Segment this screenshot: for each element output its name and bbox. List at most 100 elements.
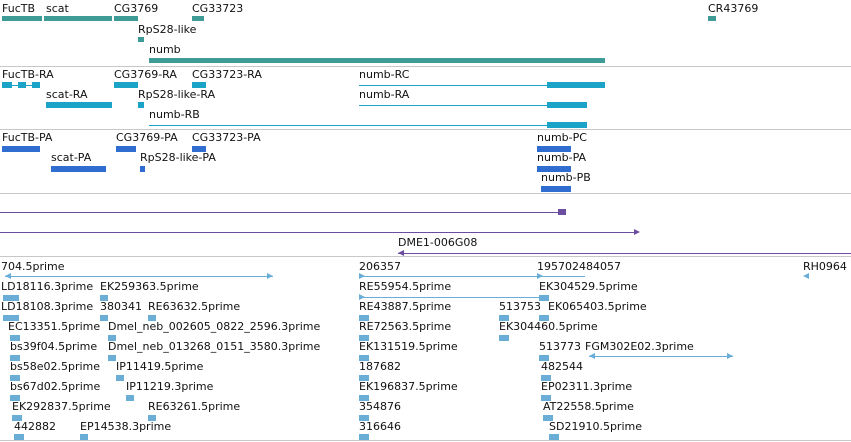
transcript-feature-scat-ra[interactable] [46,102,112,108]
gene-label-scat[interactable]: scat [46,2,69,15]
est-feature[interactable] [359,355,369,361]
gene-feature-rps28-like[interactable] [138,37,144,42]
est-label[interactable]: 513773 [539,340,581,353]
transcript-label-numb-rc[interactable]: numb-RC [359,68,410,81]
est-feature[interactable] [80,434,88,440]
est-feature[interactable] [148,415,156,421]
est-label[interactable]: EK196837.5prime [359,380,458,393]
est-label[interactable]: EK304529.5prime [539,280,638,293]
protein-feature-rps28-like-pa[interactable] [140,166,145,172]
contig-label-dme1-006g08[interactable]: DME1-006G08 [398,236,478,249]
protein-feature-cg33723-pa[interactable] [192,146,206,152]
est-label[interactable]: FGM302E02.3prime [585,340,694,353]
est-feature[interactable] [589,356,733,357]
est-label[interactable]: LD18116.3prime [1,280,94,293]
protein-feature-numb-pc[interactable] [537,146,571,152]
est-feature[interactable] [359,434,369,440]
gene-feature-numb[interactable] [149,58,605,63]
transcript-feature-rps28-like-ra[interactable] [138,102,144,108]
est-label[interactable]: 316646 [359,420,401,433]
gene-label-rps28-like[interactable]: RpS28-like [138,23,197,36]
protein-label-cg33723-pa[interactable]: CG33723-PA [192,131,261,144]
est-feature[interactable] [3,295,19,301]
contig-line[interactable] [0,232,636,233]
est-label[interactable]: EC13351.5prime [8,320,101,333]
transcript-feature-numb-rc[interactable] [359,85,547,86]
est-label[interactable]: 195702484057 [537,260,621,273]
protein-feature-cg3769-pa[interactable] [116,146,136,152]
est-label[interactable]: RE55954.5prime [359,280,452,293]
est-label[interactable]: EK065403.5prime [548,300,647,313]
est-feature[interactable] [108,355,116,361]
protein-label-scat-pa[interactable]: scat-PA [51,151,92,164]
est-feature[interactable] [359,375,369,381]
est-feature[interactable] [499,335,509,341]
est-feature[interactable] [541,395,551,401]
est-feature[interactable] [549,434,559,440]
gene-label-fuctb[interactable]: FucTB [2,2,36,15]
est-label[interactable]: AT22558.5prime [543,400,634,413]
protein-label-fuctb-pa[interactable]: FucTB-PA [2,131,53,144]
contig-feature-dme1-006g08[interactable] [398,253,851,254]
protein-feature-numb-pa[interactable] [537,166,571,172]
est-label[interactable]: 187682 [359,360,401,373]
est-label[interactable]: RE43887.5prime [359,300,452,313]
transcript-label-numb-rb[interactable]: numb-RB [149,108,200,121]
gene-label-numb[interactable]: numb [149,43,181,56]
est-feature[interactable] [543,415,553,421]
est-feature[interactable] [10,335,20,341]
protein-feature-fuctb-pa[interactable] [2,146,40,152]
est-label[interactable]: EK304460.5prime [499,320,598,333]
est-feature[interactable] [10,355,20,361]
est-label[interactable]: bs58e02.5prime [10,360,101,373]
est-label[interactable]: 482544 [541,360,583,373]
protein-label-numb-pb[interactable]: numb-PB [541,171,591,184]
est-label[interactable]: EK292837.5prime [12,400,111,413]
gene-feature-cr43769[interactable] [708,16,716,21]
protein-label-numb-pc[interactable]: numb-PC [537,131,587,144]
est-feature[interactable] [359,415,369,421]
est-label[interactable]: IP11219.3prime [126,380,214,393]
transcript-label-cg3769-ra[interactable]: CG3769-RA [114,68,177,81]
est-label[interactable]: Dmel_neb_013268_0151_3580.3prime [108,340,321,353]
est-label[interactable]: IP11419.5prime [116,360,204,373]
est-feature[interactable] [359,276,539,277]
est-feature[interactable] [10,375,20,381]
est-label[interactable]: RE63261.5prime [148,400,241,413]
est-label[interactable]: 354876 [359,400,401,413]
est-feature[interactable] [537,276,585,277]
protein-label-cg3769-pa[interactable]: CG3769-PA [116,131,178,144]
est-feature[interactable] [359,297,539,298]
est-label[interactable]: Dmel_neb_002605_0822_2596.3prime [108,320,321,333]
transcript-label-rps28-like-ra[interactable]: RpS28-like-RA [138,88,216,101]
est-feature[interactable] [108,335,116,341]
transcript-label-numb-ra[interactable]: numb-RA [359,88,410,101]
protein-label-rps28-like-pa[interactable]: RpS28-like-PA [140,151,216,164]
est-feature[interactable] [12,415,22,421]
est-label[interactable]: LD18108.3prime [1,300,94,313]
est-feature[interactable] [499,315,509,321]
gene-label-cg33723[interactable]: CG33723 [192,2,244,15]
est-label[interactable]: bs39f04.5prime [10,340,98,353]
protein-feature-numb-pb[interactable] [541,186,571,192]
est-label[interactable]: 704.5prime [1,260,65,273]
est-feature[interactable] [541,375,551,381]
est-feature[interactable] [539,355,549,361]
est-feature[interactable] [116,375,124,381]
est-label[interactable]: 513753 [499,300,541,313]
est-label[interactable]: EK259363.5prime [100,280,199,293]
transcript-label-cg33723-ra[interactable]: CG33723-RA [192,68,262,81]
est-feature[interactable] [359,315,369,321]
transcript-feature-numb-rb[interactable] [149,125,547,126]
transcript-feature-numb-ra[interactable] [359,105,547,106]
est-label[interactable]: EP14538.3prime [80,420,172,433]
est-feature[interactable] [100,315,108,321]
est-label[interactable]: SD21910.5prime [549,420,642,433]
est-label[interactable]: bs67d02.5prime [10,380,101,393]
est-feature[interactable] [3,315,19,321]
est-feature[interactable] [100,295,108,301]
est-label[interactable]: 206357 [359,260,401,273]
est-feature[interactable] [539,295,549,301]
gene-label-cr43769[interactable]: CR43769 [708,2,759,15]
gene-feature-fuctb[interactable] [2,16,42,21]
